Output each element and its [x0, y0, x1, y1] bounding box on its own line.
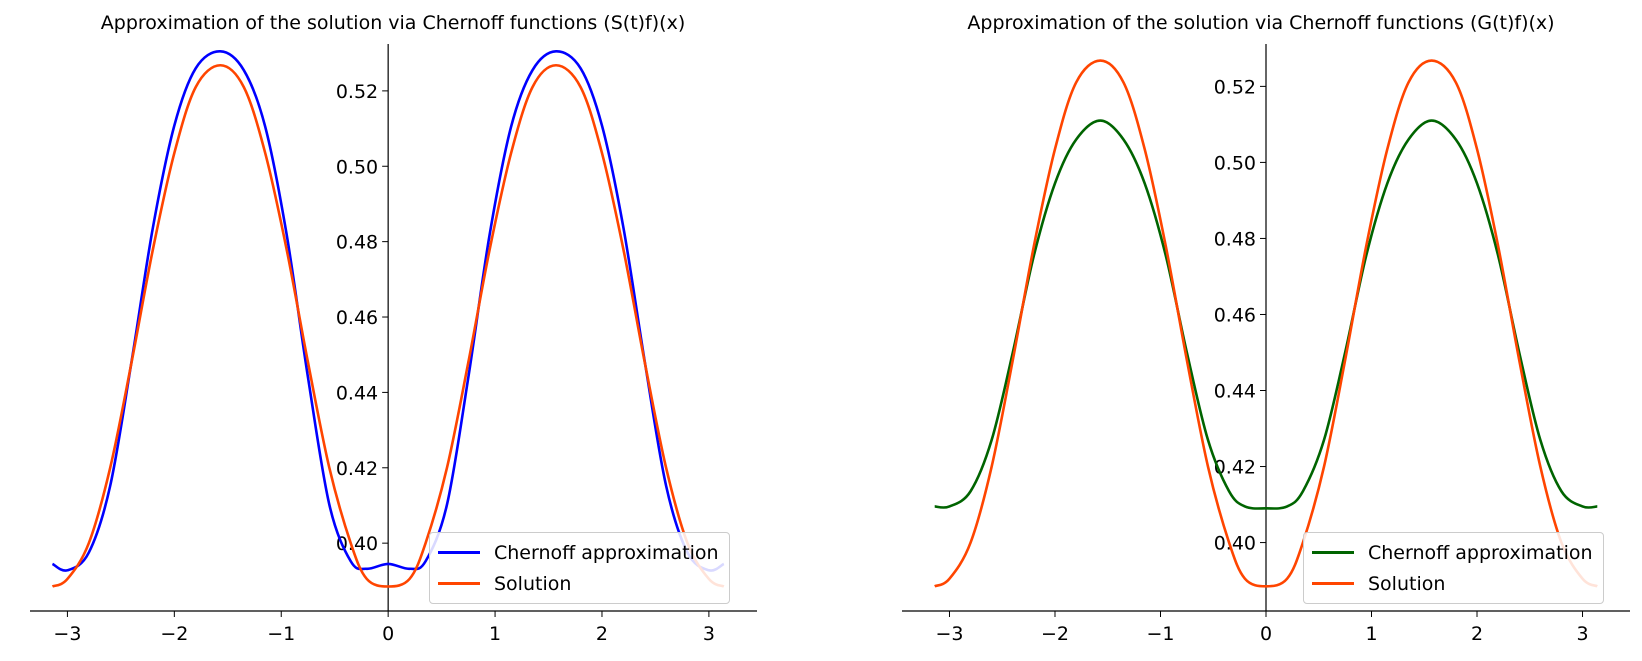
legend-swatch [1312, 582, 1354, 585]
y-tick-label: 0.42 [336, 458, 378, 480]
x-tick-label: 3 [1576, 623, 1588, 645]
chart-right-plot: −3 −2 −1 0 1 2 3 0.40 0.42 0.44 0.46 0.48 0.50 0.52 [902, 44, 1630, 645]
y-tick-label: 0.44 [336, 382, 378, 404]
x-tick-label: 1 [1365, 623, 1377, 645]
legend-swatch [438, 582, 480, 585]
x-tick-label: −1 [1146, 623, 1174, 645]
legend: Chernoff approximation Solution [1303, 532, 1604, 604]
y-tick-label: 0.40 [1214, 533, 1256, 555]
x-tick-label: 0 [382, 623, 394, 645]
y-tick-label: 0.50 [1214, 152, 1256, 174]
chart-title: Approximation of the solution via Cherno… [100, 12, 686, 34]
legend-label: Chernoff approximation [494, 541, 719, 564]
legend-swatch [438, 551, 480, 554]
x-tick-label: 1 [489, 623, 501, 645]
chart-left: Approximation of the solution via Cherno… [30, 12, 757, 645]
y-tick-label: 0.48 [1214, 228, 1256, 250]
y-tick-label: 0.52 [1214, 76, 1256, 98]
legend: Chernoff approximation Solution [429, 532, 730, 604]
x-tick-label: −3 [53, 623, 81, 645]
y-tick-label: 0.48 [336, 232, 378, 254]
legend-entry: Solution [438, 568, 719, 599]
y-tick-label: 0.46 [1214, 304, 1256, 326]
x-tick-label: −3 [935, 623, 963, 645]
y-tick-label: 0.52 [336, 81, 378, 103]
x-tick-label: −2 [160, 623, 188, 645]
legend-entry: Chernoff approximation [1312, 537, 1593, 568]
series-line [934, 59, 1598, 588]
x-tick-label: −2 [1041, 623, 1069, 645]
y-tick-label: 0.50 [336, 156, 378, 178]
x-tick-label: 2 [1471, 623, 1483, 645]
series-line [51, 63, 725, 588]
legend-entry: Chernoff approximation [438, 537, 719, 568]
chart-right: Approximation of the solution via Cherno… [821, 0, 1642, 661]
x-tick-label: 0 [1260, 623, 1272, 645]
legend-entry: Solution [1312, 568, 1593, 599]
x-tick-label: −1 [267, 623, 295, 645]
chart-title: Approximation of the solution via Cherno… [967, 12, 1555, 34]
legend-label: Chernoff approximation [1368, 541, 1593, 564]
legend-swatch [1312, 551, 1354, 554]
y-tick-label: 0.46 [336, 307, 378, 329]
legend-label: Solution [494, 572, 572, 595]
chart-left-plot: −3 −2 −1 0 1 2 3 0.40 0.42 0.44 0.46 0.48 0.50 0.52 [30, 44, 757, 645]
y-tick-label: 0.44 [1214, 381, 1256, 403]
y-tick-label: 0.42 [1214, 457, 1256, 479]
x-tick-label: 3 [703, 623, 715, 645]
series-line [51, 50, 725, 572]
x-tick-label: 2 [596, 623, 608, 645]
legend-label: Solution [1368, 572, 1446, 595]
y-tick-label: 0.40 [336, 533, 378, 555]
series-line [934, 119, 1598, 510]
